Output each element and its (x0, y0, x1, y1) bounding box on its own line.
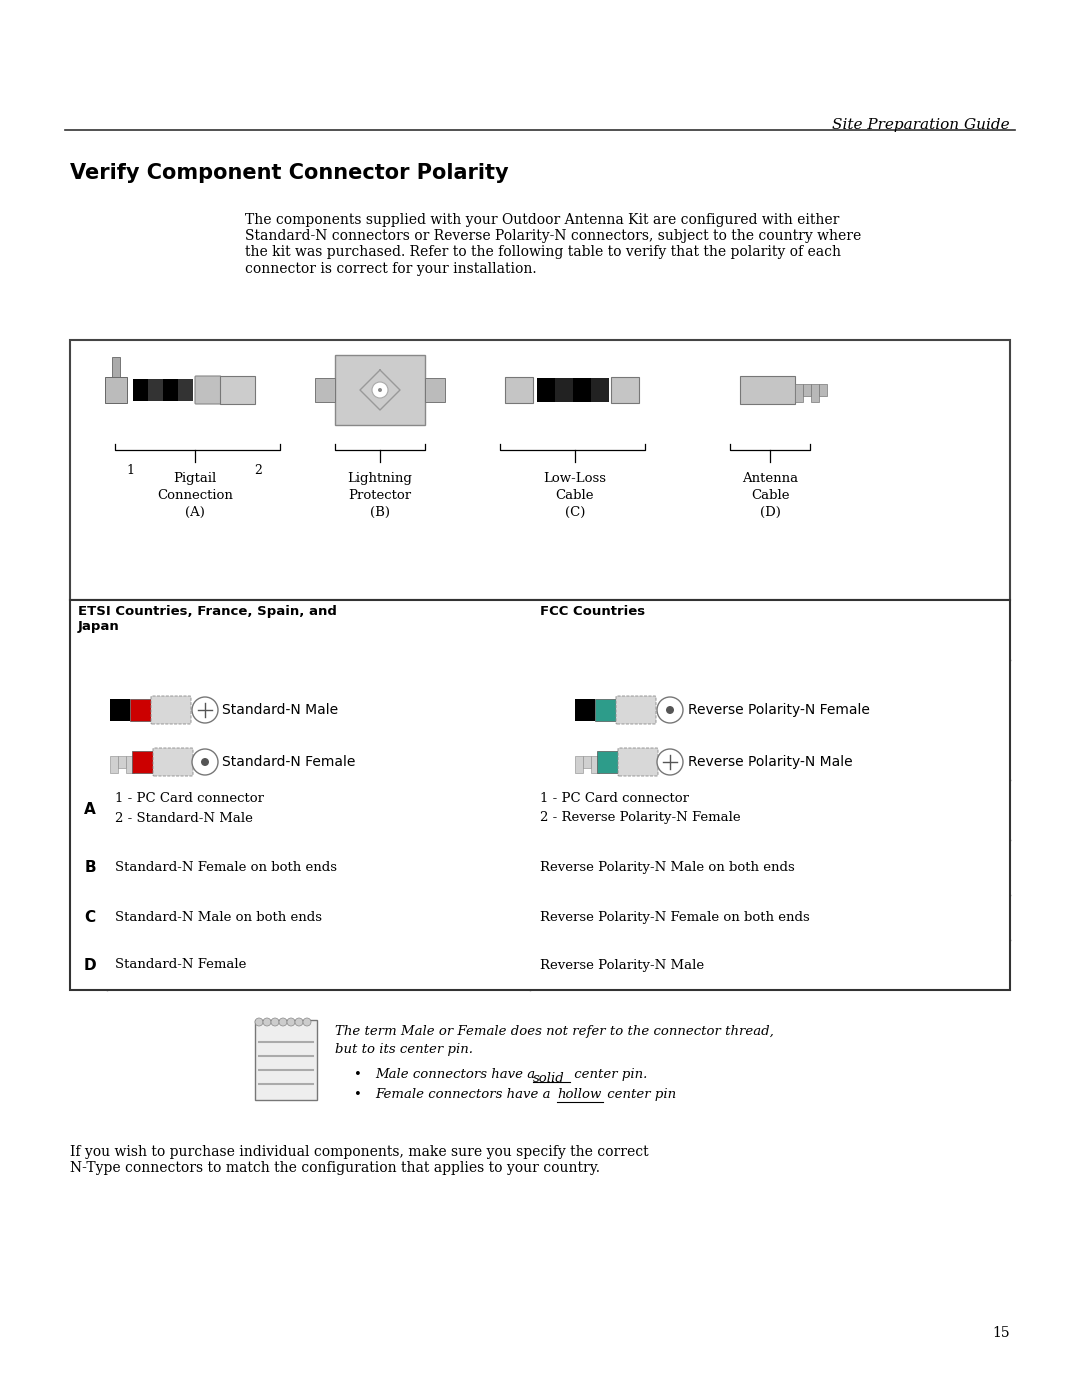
Text: •: • (353, 1067, 361, 1081)
Circle shape (271, 1018, 279, 1025)
Text: 1 - PC Card connector: 1 - PC Card connector (540, 792, 689, 805)
Bar (70, 339, 1010, 599)
Text: center pin: center pin (603, 1088, 676, 1101)
Text: The term Male or Female does not refer to the connector thread,: The term Male or Female does not refer t… (335, 1025, 774, 1038)
Circle shape (192, 697, 218, 724)
Bar (148, 379, 163, 401)
Bar (795, 384, 804, 402)
Circle shape (279, 1018, 287, 1025)
Text: 15: 15 (993, 1326, 1010, 1340)
Bar (110, 756, 118, 773)
Text: Reverse Polarity-N Male on both ends: Reverse Polarity-N Male on both ends (540, 861, 795, 875)
Bar (133, 379, 148, 401)
Text: NOTE: NOTE (271, 1034, 301, 1044)
Text: 1: 1 (126, 464, 134, 476)
Circle shape (666, 705, 674, 714)
Bar (130, 698, 152, 721)
Bar (740, 376, 795, 404)
Circle shape (303, 1018, 311, 1025)
Bar (220, 376, 255, 404)
Bar (110, 698, 130, 721)
Text: Site Preparation Guide: Site Preparation Guide (833, 117, 1010, 131)
Bar (70, 599, 1010, 990)
Bar (573, 379, 591, 402)
Bar (583, 756, 591, 768)
Bar (595, 698, 617, 721)
Bar (575, 756, 583, 773)
Text: Low-Loss
Cable
(C): Low-Loss Cable (C) (543, 472, 607, 520)
Bar (112, 358, 120, 377)
Bar (611, 377, 639, 402)
Text: The components supplied with your Outdoor Antenna Kit are configured with either: The components supplied with your Outdoo… (245, 212, 861, 275)
Bar (575, 698, 595, 721)
Bar (105, 377, 127, 402)
FancyBboxPatch shape (195, 376, 221, 404)
Text: A: A (84, 802, 96, 817)
Text: solid: solid (534, 1071, 565, 1084)
Bar (163, 379, 178, 401)
FancyBboxPatch shape (151, 696, 191, 724)
Circle shape (201, 759, 210, 766)
Text: Standard-N Female: Standard-N Female (222, 754, 355, 768)
Bar (591, 756, 599, 773)
Text: ETSI Countries, France, Spain, and
Japan: ETSI Countries, France, Spain, and Japan (78, 605, 337, 633)
Circle shape (657, 697, 683, 724)
FancyBboxPatch shape (153, 747, 193, 775)
Text: Female connectors have a: Female connectors have a (375, 1088, 555, 1101)
Circle shape (192, 749, 218, 775)
Bar (178, 379, 193, 401)
Circle shape (264, 1018, 271, 1025)
Bar (118, 756, 126, 768)
Text: D: D (83, 957, 96, 972)
Text: Standard-N Female on both ends: Standard-N Female on both ends (114, 861, 337, 875)
Text: Reverse Polarity-N Female: Reverse Polarity-N Female (688, 703, 869, 717)
Bar (819, 384, 827, 395)
Bar (255, 1020, 318, 1099)
Text: B: B (84, 861, 96, 875)
Circle shape (657, 749, 683, 775)
Text: Lightning
Protector
(B): Lightning Protector (B) (348, 472, 413, 520)
Bar (132, 752, 154, 773)
Bar (804, 384, 811, 395)
Text: 2 - Reverse Polarity-N Female: 2 - Reverse Polarity-N Female (540, 812, 741, 824)
Circle shape (378, 388, 382, 393)
Text: C: C (84, 909, 95, 925)
Text: If you wish to purchase individual components, make sure you specify the correct: If you wish to purchase individual compo… (70, 1146, 649, 1175)
Bar (335, 355, 426, 425)
Bar (555, 379, 573, 402)
Bar (591, 379, 609, 402)
Text: 2 - Standard-N Male: 2 - Standard-N Male (114, 812, 253, 824)
Text: Reverse Polarity-N Female on both ends: Reverse Polarity-N Female on both ends (540, 911, 810, 923)
Text: Reverse Polarity-N Male: Reverse Polarity-N Male (540, 958, 704, 971)
Text: 1 - PC Card connector: 1 - PC Card connector (114, 792, 264, 805)
Bar (811, 384, 819, 402)
Text: Reverse Polarity-N Male: Reverse Polarity-N Male (688, 754, 852, 768)
Text: but to its center pin.: but to its center pin. (335, 1044, 473, 1056)
Text: center pin.: center pin. (570, 1067, 647, 1081)
Text: Verify Component Connector Polarity: Verify Component Connector Polarity (70, 163, 509, 183)
Text: •: • (353, 1088, 361, 1101)
Bar (426, 379, 445, 402)
Circle shape (295, 1018, 303, 1025)
Bar (315, 379, 335, 402)
Bar (537, 379, 555, 402)
Bar (505, 377, 534, 402)
Text: Standard-N Female: Standard-N Female (114, 958, 246, 971)
Text: Antenna
Cable
(D): Antenna Cable (D) (742, 472, 798, 520)
FancyBboxPatch shape (618, 747, 658, 775)
Circle shape (372, 381, 388, 398)
Text: Male connectors have a: Male connectors have a (375, 1067, 539, 1081)
Bar (597, 752, 619, 773)
Text: 2: 2 (254, 464, 262, 476)
Bar (126, 756, 134, 773)
Circle shape (287, 1018, 295, 1025)
Text: hollow: hollow (557, 1088, 602, 1101)
Circle shape (255, 1018, 264, 1025)
Text: FCC Countries: FCC Countries (540, 605, 645, 617)
FancyBboxPatch shape (616, 696, 656, 724)
Text: Standard-N Male: Standard-N Male (222, 703, 338, 717)
Text: Pigtail
Connection
(A): Pigtail Connection (A) (157, 472, 233, 520)
Text: Standard-N Male on both ends: Standard-N Male on both ends (114, 911, 322, 923)
